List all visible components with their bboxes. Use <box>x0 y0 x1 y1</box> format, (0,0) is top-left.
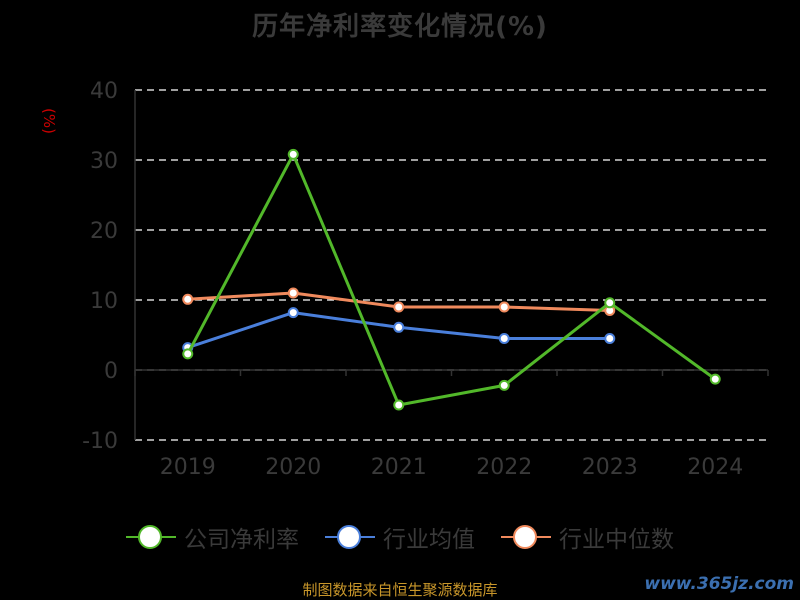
data-point <box>604 297 616 309</box>
data-point <box>709 373 721 385</box>
source-footer: 制图数据来自恒生聚源数据库 <box>302 581 498 599</box>
x-tick-label: 2022 <box>476 455 532 480</box>
legend-swatch-company <box>126 522 176 552</box>
watermark: www.365jz.com <box>644 574 794 594</box>
x-tick-label: 2020 <box>265 455 321 480</box>
data-point <box>498 301 510 313</box>
chart-title: 历年净利率变化情况(%) <box>252 12 548 42</box>
data-point <box>182 348 194 360</box>
legend-label-company: 公司净利率 <box>184 527 299 553</box>
data-point <box>182 293 194 305</box>
data-point <box>604 333 616 344</box>
x-tick-label: 2019 <box>160 455 216 480</box>
legend-swatch-industry-mean <box>325 522 375 552</box>
y-tick-label: 30 <box>90 149 118 174</box>
data-point <box>393 321 405 333</box>
legend-item-industry-mean[interactable]: 行业均值 <box>325 520 475 554</box>
series-line <box>186 152 717 407</box>
y-tick-label: 0 <box>104 359 118 384</box>
x-tick-label: 2023 <box>582 455 638 480</box>
legend-label-industry-median: 行业中位数 <box>559 527 674 553</box>
data-point <box>393 301 405 313</box>
y-tick-label: 10 <box>90 289 118 314</box>
y-tick-label: -10 <box>82 429 118 454</box>
data-point <box>498 333 510 344</box>
data-point <box>498 379 510 391</box>
legend-item-company[interactable]: 公司净利率 <box>126 520 299 554</box>
legend-label-industry-mean: 行业均值 <box>383 527 475 553</box>
legend-swatch-industry-median <box>501 522 551 552</box>
legend: 公司净利率 行业均值 行业中位数 <box>0 520 800 554</box>
x-tick-label: 2021 <box>371 455 427 480</box>
y-tick-label: 20 <box>90 219 118 244</box>
data-point <box>287 287 299 299</box>
y-tick-label: 40 <box>90 79 118 104</box>
x-tick-label: 2024 <box>687 455 743 480</box>
data-point <box>287 148 299 160</box>
legend-item-industry-median[interactable]: 行业中位数 <box>501 520 674 554</box>
data-point <box>393 399 405 411</box>
data-point <box>287 307 299 319</box>
